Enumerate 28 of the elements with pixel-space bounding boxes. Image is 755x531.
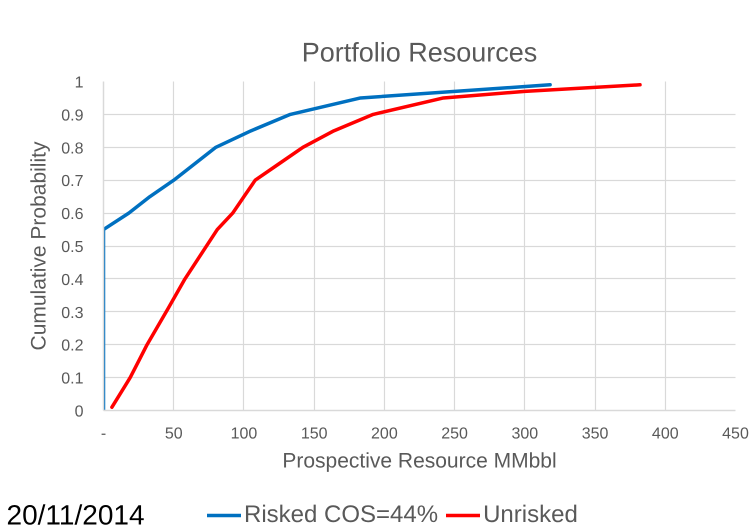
y-tick-label: 0.5 bbox=[61, 239, 84, 256]
x-tick-label: 400 bbox=[652, 426, 679, 442]
x-tick-label: 450 bbox=[722, 426, 749, 442]
y-axis-title: Cumulative Probability bbox=[27, 141, 50, 350]
y-tick-label: 0 bbox=[74, 404, 84, 420]
legend-label: Unrisked bbox=[483, 501, 578, 529]
y-tick-label: 0.4 bbox=[61, 272, 84, 289]
chart-title: Portfolio Resources bbox=[302, 38, 538, 68]
x-tick-label: 250 bbox=[441, 426, 468, 442]
x-tick-label: 350 bbox=[582, 426, 609, 442]
y-tick-label: 0.2 bbox=[61, 338, 84, 355]
y-tick-label: 0.3 bbox=[61, 304, 84, 322]
text: 20/11/2014 bbox=[6, 500, 145, 530]
x-tick-label: - bbox=[100, 426, 106, 442]
legend-label: Risked COS=44% bbox=[244, 501, 438, 529]
x-tick-label: 200 bbox=[371, 426, 398, 442]
y-tick-label: 0.8 bbox=[61, 140, 84, 158]
y-tick-label: 0.9 bbox=[61, 107, 84, 124]
x-tick-label: 100 bbox=[230, 426, 258, 442]
y-tick-label: 0.7 bbox=[61, 173, 84, 190]
y-tick-label: 0.1 bbox=[61, 370, 84, 388]
x-tick-label: 300 bbox=[511, 426, 538, 442]
y-tick-label: 0.6 bbox=[61, 206, 84, 224]
y-tick-label: 1 bbox=[74, 74, 84, 92]
line-series bbox=[110, 83, 642, 409]
x-axis-title: Prospective Resource MMbbl bbox=[282, 450, 557, 472]
x-tick-label: 50 bbox=[164, 426, 183, 442]
x-tick-label: 150 bbox=[300, 426, 328, 442]
